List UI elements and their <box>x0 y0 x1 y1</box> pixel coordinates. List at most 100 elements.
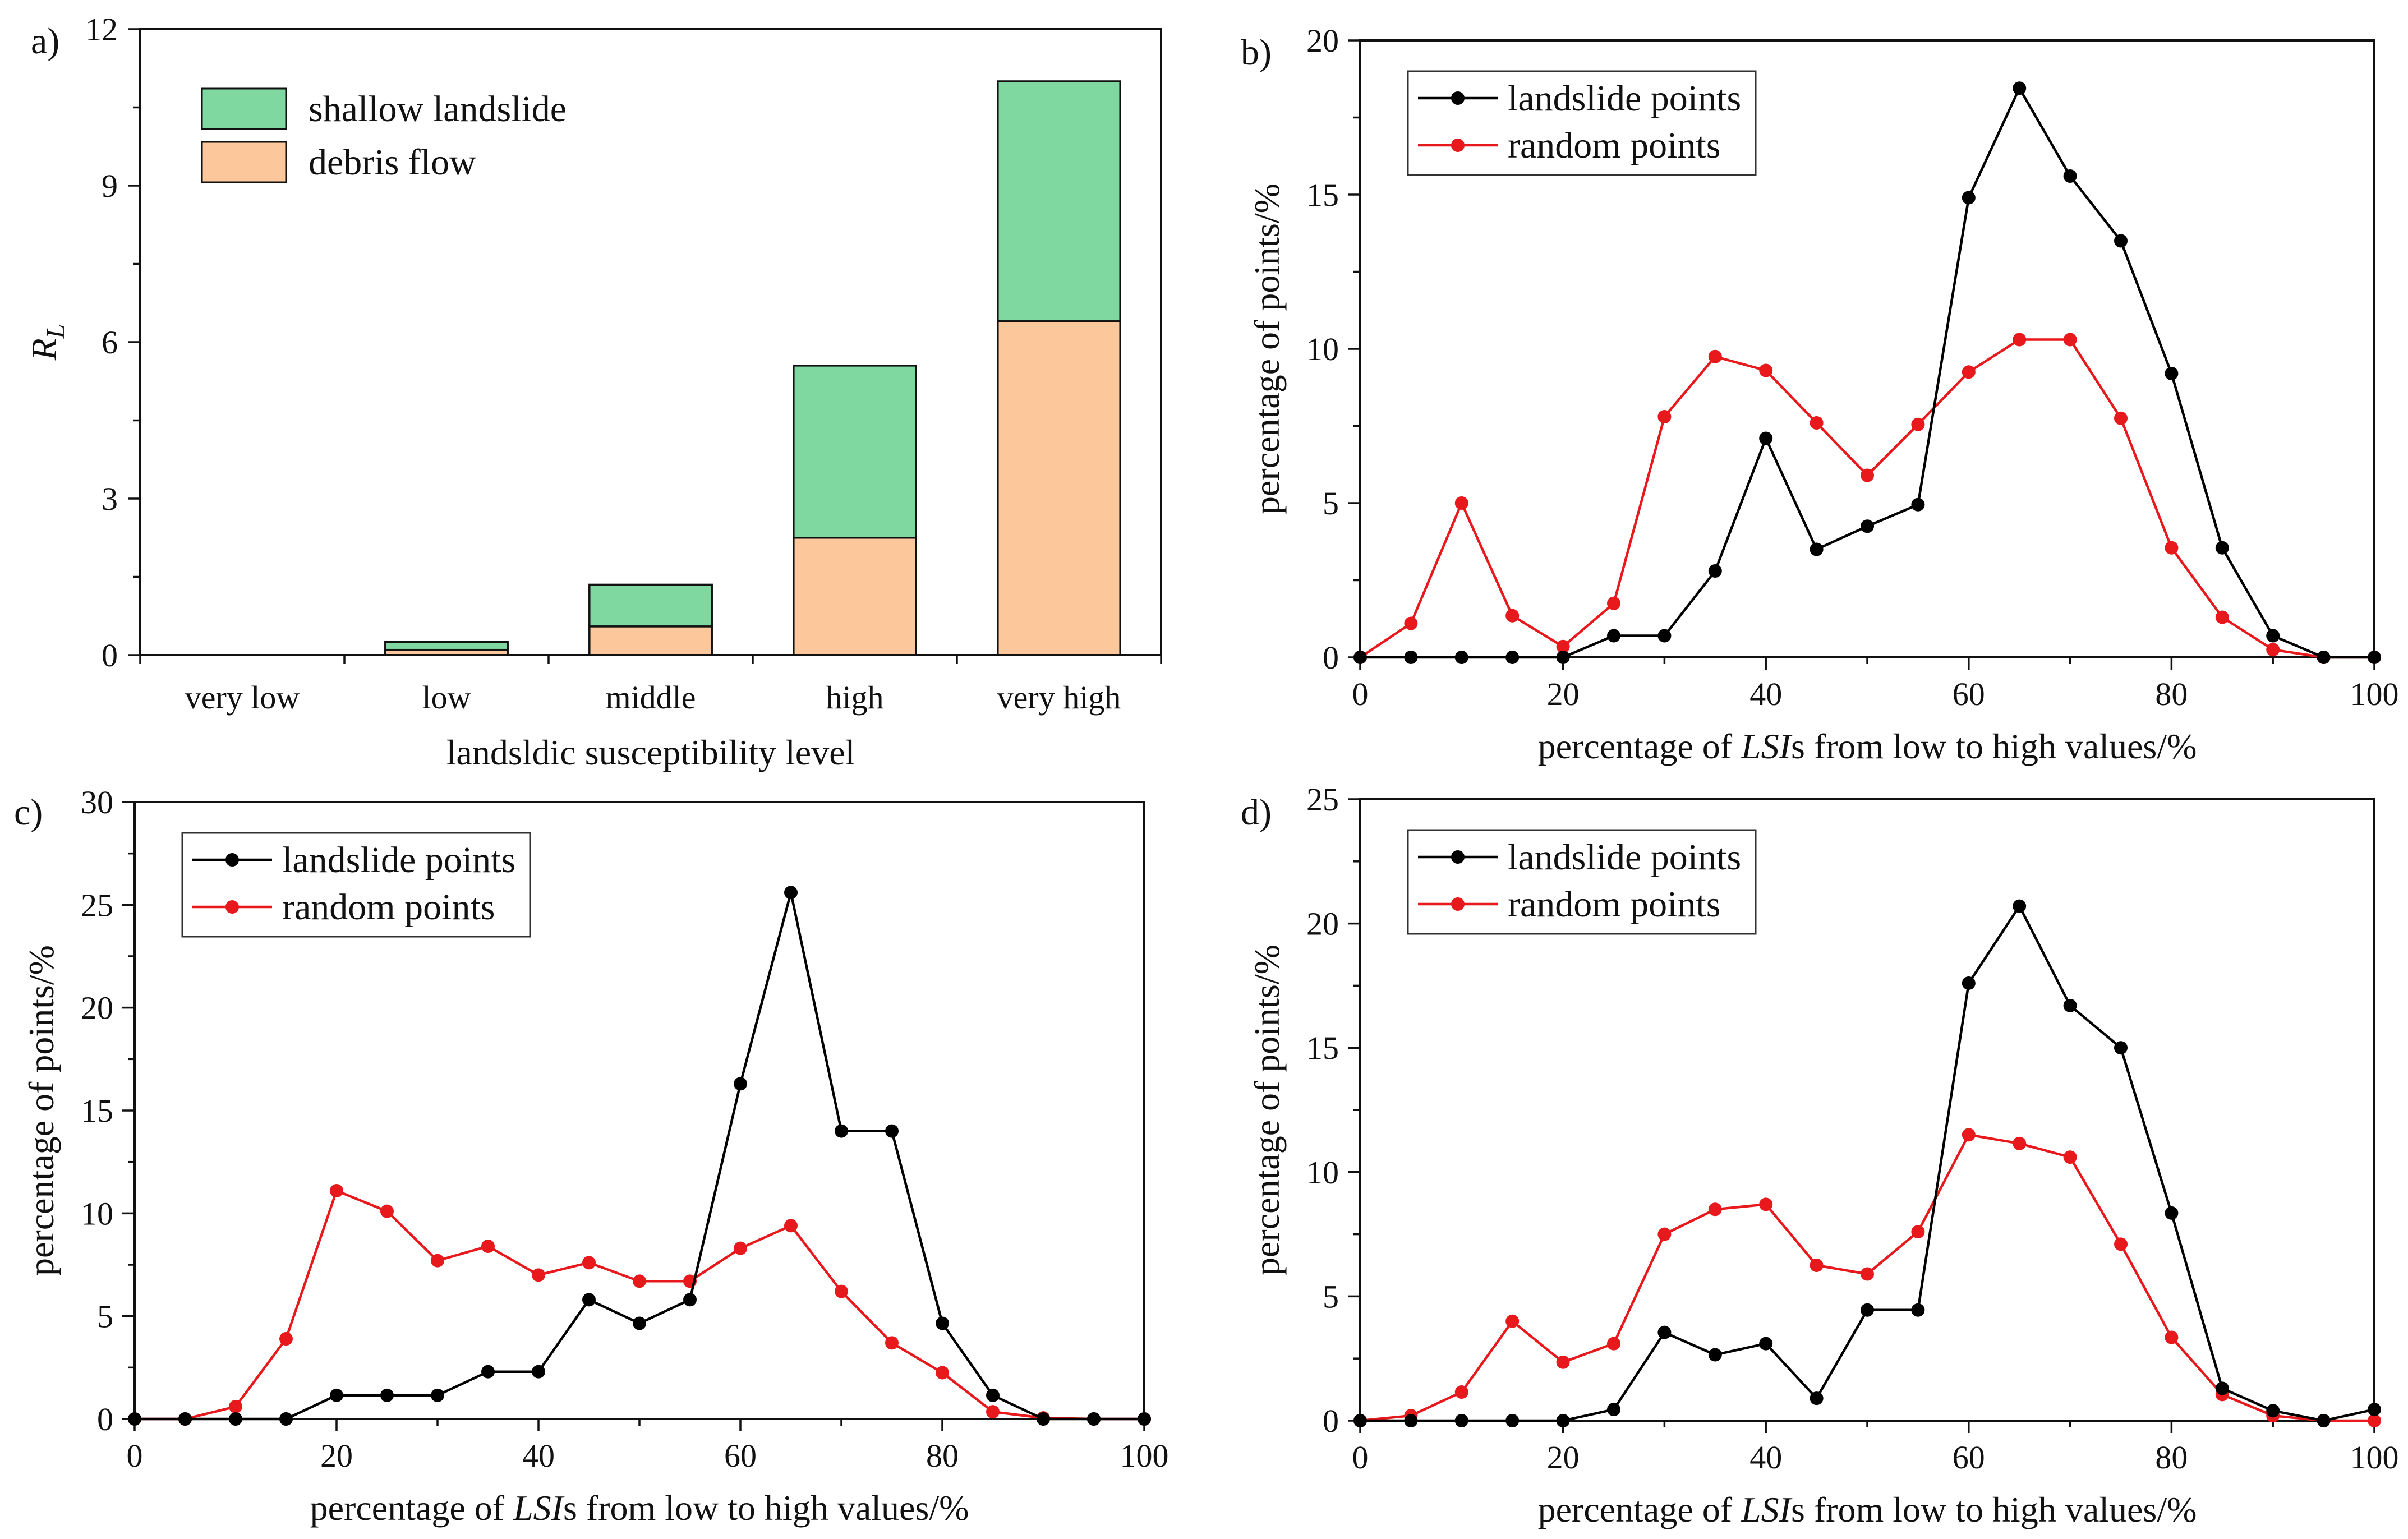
legend-marker-random-points <box>1451 897 1465 911</box>
point-landslide-points-0 <box>1353 1414 1367 1427</box>
point-random-points-30 <box>431 1254 444 1268</box>
point-landslide-points-15 <box>1505 1414 1520 1427</box>
point-random-points-50 <box>633 1274 646 1288</box>
point-random-points-30 <box>1657 1227 1672 1241</box>
point-random-points-70 <box>835 1284 848 1298</box>
x-axis-title-suffix: s from low to high values/% <box>563 1488 969 1528</box>
bar-shallow-landslide-high <box>793 365 917 539</box>
point-landslide-points-60 <box>1962 191 1976 205</box>
x-tick-label: 60 <box>724 1437 757 1474</box>
point-landslide-points-10 <box>229 1412 242 1426</box>
point-landslide-points-90 <box>2266 629 2280 643</box>
y-tick-label: 3 <box>102 481 118 517</box>
legend-marker-landslide-points <box>225 853 239 867</box>
point-landslide-points-15 <box>279 1412 293 1426</box>
point-random-points-45 <box>1810 416 1824 430</box>
point-landslide-points-30 <box>1657 1325 1672 1339</box>
panel-label: c) <box>14 792 43 833</box>
point-random-points-45 <box>582 1256 596 1270</box>
point-random-points-10 <box>1454 1385 1468 1399</box>
y-axis-title: percentage of points/% <box>1247 944 1287 1275</box>
x-tick-label: 80 <box>2155 1439 2188 1476</box>
x-tick-label: 80 <box>926 1437 959 1474</box>
point-random-points-15 <box>1505 609 1520 623</box>
legend-label-shallow-landslide: shallow landslide <box>309 89 567 130</box>
x-tick-label-low: low <box>422 679 471 716</box>
chart-c: 0 20 40 60 80 100 0 5 10 15 20 25 30 percentage of LS… <box>14 784 1169 1528</box>
point-landslide-points-45 <box>582 1293 596 1307</box>
point-landslide-points-30 <box>431 1388 444 1402</box>
x-tick-label: 0 <box>1352 1439 1369 1476</box>
point-random-points-60 <box>1962 1128 1976 1142</box>
point-random-points-20 <box>1556 639 1570 653</box>
point-landslide-points-0 <box>1353 651 1367 664</box>
x-tick-label: 20 <box>1547 676 1580 712</box>
point-landslide-points-70 <box>835 1124 848 1138</box>
x-axis-title-italic: LSI <box>1741 1490 1793 1529</box>
y-tick-label: 0 <box>1323 1403 1339 1439</box>
point-landslide-points-25 <box>1607 629 1620 643</box>
x-axis-title-italic: LSI <box>513 1488 565 1528</box>
point-landslide-points-75 <box>2114 1041 2128 1055</box>
y-tick-label: 15 <box>1306 177 1339 213</box>
point-random-points-100 <box>2368 1414 2381 1427</box>
point-random-points-40 <box>532 1268 545 1282</box>
point-random-points-35 <box>481 1240 495 1253</box>
y-tick-label: 0 <box>1323 639 1339 676</box>
point-landslide-points-65 <box>2013 81 2027 95</box>
panel-label: d) <box>1241 792 1272 833</box>
point-landslide-points-60 <box>1962 976 1976 990</box>
point-landslide-points-90 <box>1037 1412 1050 1426</box>
y-axis-title: percentage of points/% <box>21 945 61 1276</box>
point-random-points-65 <box>784 1219 798 1233</box>
point-random-points-25 <box>1607 596 1620 610</box>
point-landslide-points-75 <box>885 1124 899 1138</box>
panel-label: b) <box>1241 32 1272 73</box>
point-random-points-90 <box>2266 643 2280 657</box>
point-random-points-55 <box>1911 1225 1925 1239</box>
y-tick-label: 20 <box>1306 906 1339 942</box>
y-tick-label: 10 <box>1306 331 1339 367</box>
x-tick-label: 80 <box>2155 676 2188 712</box>
point-random-points-80 <box>2165 1330 2179 1344</box>
point-random-points-70 <box>2063 1150 2077 1164</box>
point-landslide-points-50 <box>1861 519 1874 533</box>
x-tick-label-middle: middle <box>605 679 696 716</box>
panel-label: a) <box>31 21 59 62</box>
legend-marker-landslide-points <box>1451 91 1465 105</box>
x-tick-label: 60 <box>1953 676 1985 712</box>
point-random-points-40 <box>1759 1197 1773 1211</box>
x-tick-label: 20 <box>1547 1439 1580 1476</box>
legend-box <box>1407 829 1757 935</box>
point-landslide-points-65 <box>2013 899 2027 913</box>
point-landslide-points-5 <box>1404 1414 1418 1427</box>
legend-marker-landslide-points <box>1451 850 1465 864</box>
legend-label-debris-flow: debris flow <box>309 142 476 183</box>
y-tick-label: 5 <box>97 1298 113 1335</box>
x-tick-label: 0 <box>127 1437 143 1474</box>
plot-frame <box>1359 39 2375 658</box>
chart-d: 0 20 40 60 80 100 0 5 10 15 20 25 percentage of LSIs… <box>1241 781 2399 1529</box>
point-landslide-points-20 <box>330 1388 343 1402</box>
y-axis-title: RL <box>24 324 70 361</box>
point-landslide-points-25 <box>380 1388 394 1402</box>
x-axis-title: landsldic susceptibility level <box>446 732 855 772</box>
legend-box <box>1407 70 1757 176</box>
y-tick-label: 15 <box>81 1093 113 1129</box>
point-random-points-10 <box>229 1400 242 1413</box>
point-random-points-25 <box>380 1204 394 1218</box>
legend-marker-random-points <box>1451 139 1465 152</box>
series-line-random-points <box>135 1189 1144 1421</box>
point-landslide-points-10 <box>1454 651 1468 664</box>
x-tick-label-high: high <box>826 679 883 716</box>
y-tick-label: 25 <box>1306 781 1339 818</box>
legend-marker-random-points <box>225 900 239 914</box>
x-tick-label: 40 <box>1749 676 1782 712</box>
y-axis-title-main: R <box>24 338 64 361</box>
point-landslide-points-0 <box>128 1412 141 1426</box>
plot-frame <box>133 801 1145 1420</box>
y-tick-label: 10 <box>1306 1154 1339 1191</box>
plot-frame <box>139 28 1162 656</box>
point-landslide-points-45 <box>1810 542 1824 556</box>
x-tick-label-very-high: very high <box>997 679 1121 716</box>
